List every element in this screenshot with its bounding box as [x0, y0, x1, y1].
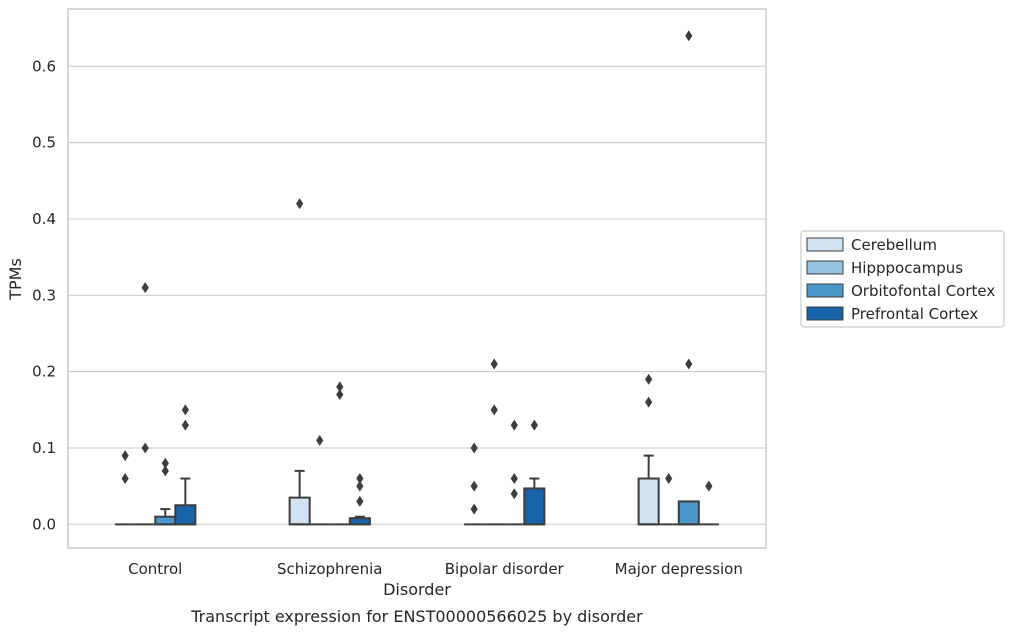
outlier-point [181, 419, 189, 431]
box-orbitofontal-cortex [154, 457, 177, 526]
y-tick-label: 0.2 [32, 363, 56, 381]
outlier-point [470, 442, 478, 454]
outlier-point [356, 473, 364, 485]
box-cerebellum [637, 373, 660, 526]
outlier-point [296, 198, 304, 210]
outlier-point [510, 488, 518, 500]
outlier-point [336, 381, 344, 393]
box-hipppocampus [484, 358, 505, 526]
outlier-point [181, 404, 189, 416]
plot-area [115, 30, 719, 526]
gridlines [68, 65, 766, 525]
x-tick-label: Control [128, 560, 182, 578]
y-tick-label: 0.4 [32, 210, 56, 228]
box-body [154, 515, 177, 526]
legend-label: Orbitofontal Cortex [851, 282, 995, 300]
box-cerebellum [115, 450, 136, 526]
legend-label: Prefrontal Cortex [851, 305, 978, 323]
box-cerebellum [464, 442, 485, 526]
legend: Cerebellum Hipppocampus Orbitofontal Corte… [800, 230, 1005, 328]
y-tick-label: 0.1 [32, 439, 56, 457]
outlier-point [490, 358, 498, 370]
box-orbitofontal-cortex [677, 30, 700, 526]
outlier-point [161, 457, 169, 469]
outlier-point [470, 480, 478, 492]
legend-label: Cerebellum [851, 236, 937, 254]
x-tick-label: Bipolar disorder [445, 560, 565, 578]
y-axis-ticks: 0.0 0.1 0.2 0.3 0.4 0.5 0.6 [32, 57, 56, 533]
outlier-point [161, 465, 169, 477]
outlier-point [336, 389, 344, 401]
outlier-point [685, 30, 693, 42]
outlier-point [141, 442, 149, 454]
outlier-point [356, 480, 364, 492]
legend-swatch [806, 260, 844, 275]
legend-swatch [806, 283, 844, 298]
box-prefrontal-cortex [348, 473, 371, 526]
y-tick-label: 0.3 [32, 286, 56, 304]
y-tick-label: 0.5 [32, 134, 56, 152]
chart-caption: Transcript expression for ENST0000056602… [190, 607, 643, 626]
x-tick-label: Major depression [615, 560, 743, 578]
y-tick-label: 0.6 [32, 57, 56, 75]
box-body [523, 487, 546, 526]
x-axis-ticks: Control Schizophrenia Bipolar disorder Majo… [128, 560, 743, 578]
outlier-point [356, 495, 364, 507]
box-prefrontal-cortex [523, 419, 546, 526]
outlier-point [645, 373, 653, 385]
legend-label: Hipppocampus [851, 259, 963, 277]
legend-swatch [806, 237, 844, 252]
y-tick-label: 0.0 [32, 515, 56, 533]
outlier-point [121, 450, 129, 462]
outlier-point [510, 419, 518, 431]
plot-frame [67, 8, 767, 549]
legend-frame [800, 230, 1005, 328]
outlier-point [510, 473, 518, 485]
outlier-point [530, 419, 538, 431]
y-axis-label: TPMs [6, 258, 25, 301]
x-tick-label: Schizophrenia [277, 560, 382, 578]
box-orbitofontal-cortex [329, 381, 350, 526]
box-cerebellum [288, 198, 311, 526]
outlier-point [645, 396, 653, 408]
box-body [677, 500, 700, 526]
outlier-point [316, 434, 324, 446]
box-hipppocampus [658, 473, 679, 526]
box-body [637, 477, 660, 526]
outlier-point [470, 503, 478, 515]
outlier-point [685, 358, 693, 370]
outlier-point [121, 473, 129, 485]
box-hipppocampus [309, 434, 330, 526]
outlier-point [141, 282, 149, 294]
outlier-point [665, 473, 673, 485]
outlier-point [490, 404, 498, 416]
box-prefrontal-cortex [698, 480, 719, 526]
box-prefrontal-cortex [174, 404, 197, 526]
box-body [288, 496, 311, 526]
box-body [174, 504, 197, 526]
legend-swatch [806, 306, 844, 321]
box-hipppocampus [135, 282, 156, 526]
outlier-point [705, 480, 713, 492]
x-axis-label: Disorder [383, 580, 451, 599]
box-orbitofontal-cortex [504, 419, 525, 526]
